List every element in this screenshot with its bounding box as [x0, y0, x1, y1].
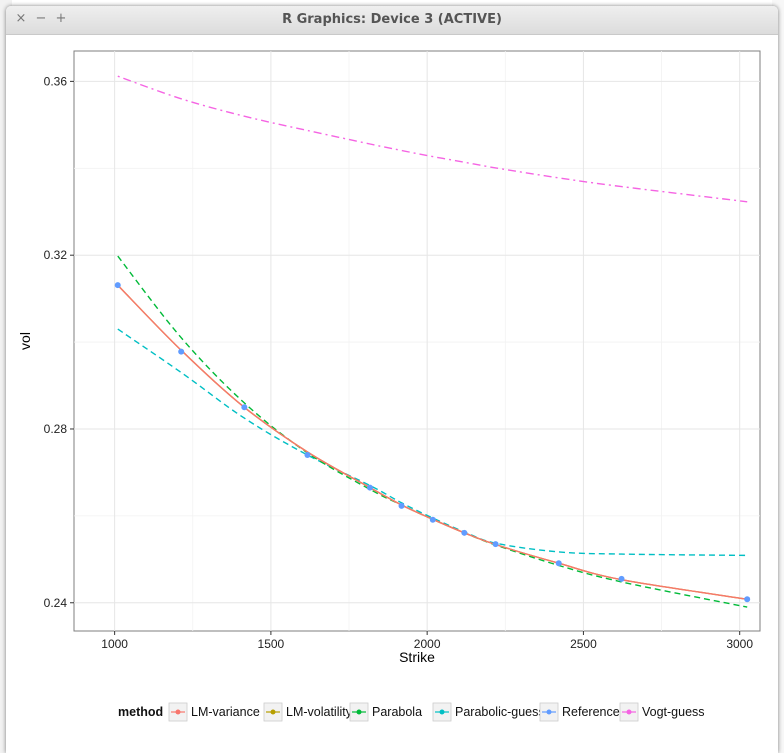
maximize-icon[interactable]: + [55, 11, 67, 26]
series-line-vogt-guess [117, 75, 748, 203]
y-tick-label: 0.28 [44, 422, 68, 436]
plot-panel [73, 50, 761, 632]
x-axis-title: Strike [399, 649, 435, 665]
series-line-lm-variance [117, 284, 748, 600]
reference-point [178, 348, 185, 355]
r-graphics-window: × − + R Graphics: Device 3 (ACTIVE) 1000… [6, 6, 778, 753]
plot-canvas: 1000 1500 2000 2500 3000 0.24 0.28 0.32 0.36 Stri… [17, 50, 761, 722]
legend-label-vogt-guess: Vogt-guess [642, 705, 705, 719]
window-title: R Graphics: Device 3 (ACTIVE) [282, 12, 502, 27]
legend-label-lm-variance: LM-variance [191, 705, 260, 719]
legend-key-point [626, 709, 632, 715]
minimize-icon[interactable]: − [35, 11, 47, 26]
y-tick-label: 0.24 [44, 596, 68, 610]
legend-key-point [270, 709, 276, 715]
window-titlebar[interactable]: × − + R Graphics: Device 3 (ACTIVE) [6, 6, 778, 35]
reference-point [492, 541, 499, 548]
y-tick-label: 0.36 [44, 74, 68, 88]
x-tick-label: 2500 [570, 637, 597, 651]
reference-point [618, 575, 625, 582]
reference-point [744, 596, 751, 603]
close-icon[interactable]: × [15, 11, 27, 26]
legend-title: method [118, 705, 163, 719]
legend-label-parabola: Parabola [372, 705, 422, 719]
reference-point [304, 452, 311, 459]
legend-label-reference: Reference [562, 705, 620, 719]
reference-point [429, 516, 436, 523]
reference-point [114, 282, 121, 289]
legend-key-point [546, 709, 552, 715]
legend-key-point [439, 709, 445, 715]
y-axis-title: vol [17, 332, 33, 350]
reference-point [241, 404, 248, 411]
legend-key-point [175, 709, 181, 715]
legend-key-point [356, 709, 362, 715]
x-tick-label: 3000 [726, 637, 753, 651]
x-tick-label: 2000 [414, 637, 441, 651]
x-tick-label: 1500 [258, 637, 285, 651]
reference-point [398, 502, 405, 509]
series-line-parabolic-guess [117, 328, 748, 557]
reference-point [461, 529, 468, 536]
reference-point [366, 484, 373, 491]
legend-label-lm-volatility: LM-volatility [286, 705, 353, 719]
x-tick-label: 1000 [101, 637, 128, 651]
y-tick-label: 0.32 [44, 248, 68, 262]
series-line-parabola [117, 255, 748, 608]
legend-label-parabolic-guess: Parabolic-guess [455, 705, 545, 719]
reference-point [555, 560, 562, 567]
